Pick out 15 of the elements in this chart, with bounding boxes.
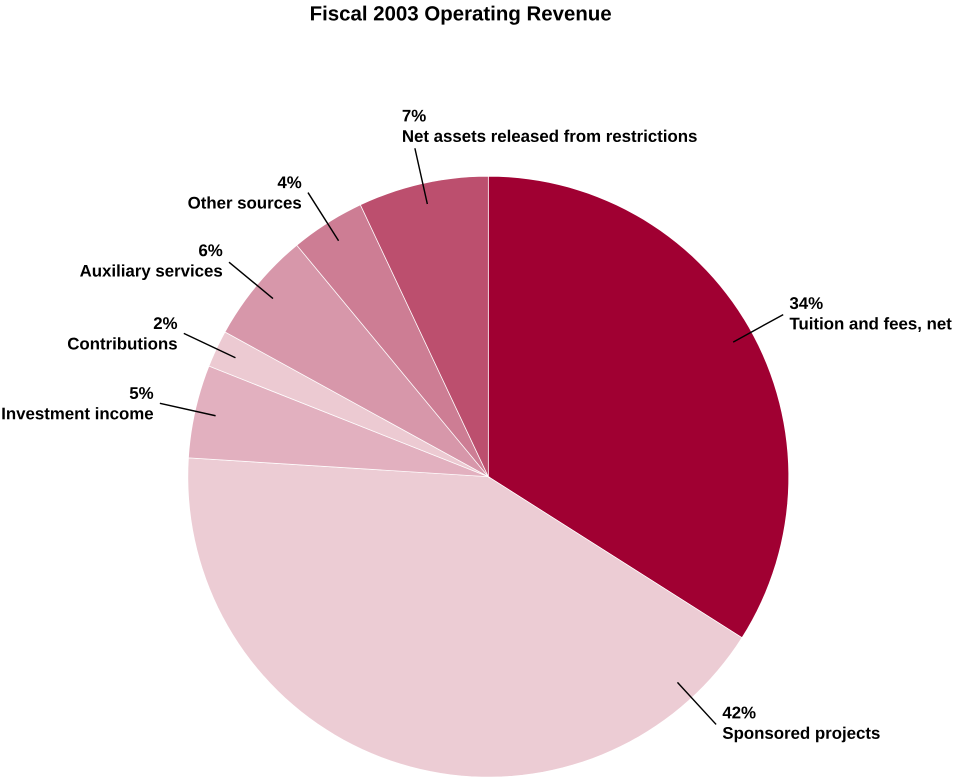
data-label: 7% <box>402 110 426 122</box>
data-label: 34% <box>790 297 823 310</box>
slice-label: Tuition and fees, net <box>790 317 952 332</box>
chart-title: Fiscal 2003 Operating Revenue <box>310 6 611 25</box>
data-label: 2% <box>154 317 178 330</box>
slice-label: Investment income <box>2 407 154 420</box>
slice-label: Sponsored projects <box>722 726 880 742</box>
data-label: 6% <box>199 244 222 256</box>
data-label: 42% <box>722 706 756 719</box>
data-label: 4% <box>278 176 302 188</box>
slice-label: Other sources <box>188 196 302 209</box>
slice-label: Auxiliary services <box>80 264 222 280</box>
slice-label: Contributions <box>68 337 177 350</box>
data-label: 5% <box>130 387 154 400</box>
slice-label: Net assets released from restrictions <box>403 130 697 142</box>
